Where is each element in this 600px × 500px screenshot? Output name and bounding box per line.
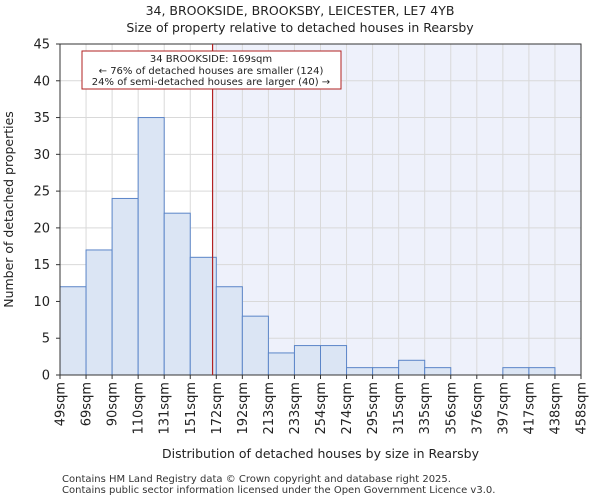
x-tick-label: 397sqm (496, 382, 511, 435)
histogram-bar (528, 367, 556, 376)
x-tick-label: 131sqm (158, 382, 173, 435)
histogram-bar (85, 249, 113, 376)
x-tick-label: 356sqm (444, 382, 459, 435)
y-tick-label: 10 (33, 295, 50, 310)
x-tick-label: 110sqm (132, 382, 147, 435)
x-tick-label: 335sqm (418, 382, 433, 435)
annotation-line-2: ← 76% of detached houses are smaller (12… (99, 66, 324, 77)
x-tick-label: 172sqm (210, 382, 225, 435)
y-tick-label: 35 (33, 111, 50, 126)
histogram-bar (320, 345, 348, 376)
x-tick-label: 90sqm (106, 382, 121, 426)
y-tick-label: 0 (42, 369, 50, 384)
x-axis-label: Distribution of detached houses by size … (162, 446, 480, 461)
histogram-bar (424, 367, 452, 376)
y-tick-label: 30 (33, 148, 50, 163)
y-tick-label: 15 (33, 258, 50, 273)
histogram-bar (189, 256, 217, 376)
x-tick-label: 295sqm (366, 382, 381, 435)
histogram-bar (215, 286, 243, 376)
x-tick-label: 69sqm (80, 382, 95, 426)
x-tick-label: 417sqm (522, 382, 537, 435)
annotation-box (81, 50, 342, 90)
x-tick-label: 233sqm (288, 382, 303, 435)
histogram-bar (398, 359, 426, 376)
x-tick-label: 213sqm (262, 382, 277, 435)
x-tick-label: 192sqm (236, 382, 251, 435)
histogram-bar (502, 367, 530, 376)
x-tick-label: 49sqm (54, 382, 69, 426)
x-tick-label: 274sqm (340, 382, 355, 435)
footer-attribution: Contains HM Land Registry data © Crown c… (62, 474, 451, 485)
annotation-line-3: 24% of semi-detached houses are larger (… (92, 77, 330, 88)
chart-subtitle: Size of property relative to detached ho… (126, 20, 474, 35)
histogram-bar (372, 367, 400, 376)
histogram-bar (111, 197, 139, 376)
y-tick-label: 40 (33, 74, 50, 89)
y-tick-label: 45 (33, 38, 50, 53)
annotation-line-1: 34 BROOKSIDE: 169sqm (150, 54, 272, 65)
x-tick-label: 151sqm (184, 382, 199, 435)
histogram-bar (163, 212, 191, 376)
x-tick-label: 254sqm (314, 382, 329, 435)
x-tick-label: 315sqm (392, 382, 407, 435)
histogram-bar (346, 367, 374, 376)
chart-title: 34, BROOKSIDE, BROOKSBY, LEICESTER, LE7 … (145, 3, 455, 18)
x-tick-label: 438sqm (548, 382, 563, 435)
footer-licence: Contains public sector information licen… (62, 485, 496, 496)
y-tick-label: 5 (42, 332, 50, 347)
y-tick-label: 25 (33, 185, 50, 200)
histogram-bar (59, 286, 87, 376)
x-tick-label: 458sqm (575, 382, 590, 435)
larger-region-shade (212, 44, 582, 375)
y-axis-label: Number of detached properties (1, 111, 16, 308)
y-tick-label: 20 (33, 221, 50, 236)
histogram-bar (137, 117, 165, 376)
x-tick-label: 376sqm (470, 382, 485, 435)
histogram-bar (267, 352, 295, 376)
histogram-bar (293, 345, 322, 376)
histogram-bar (241, 315, 269, 376)
